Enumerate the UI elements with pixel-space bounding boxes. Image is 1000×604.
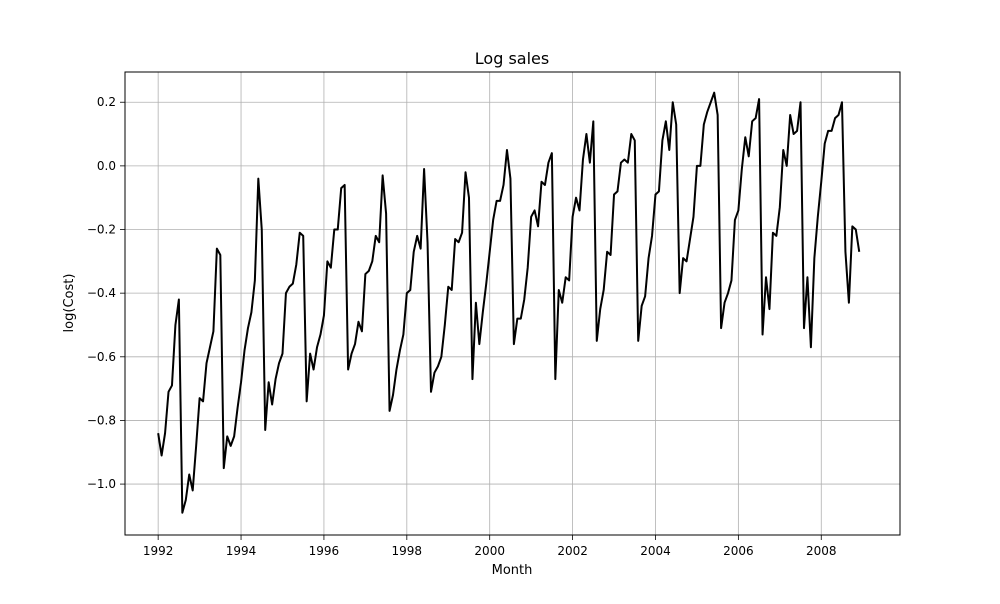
y-tick-label: −0.8: [87, 413, 116, 427]
x-axis: 1992 1994 1996 1998 2000 2002 2004 2006 2008: [143, 535, 837, 558]
x-tick-label: 2008: [806, 544, 837, 558]
grid: [125, 72, 900, 535]
x-tick-label: 1994: [226, 544, 257, 558]
x-tick-label: 2006: [723, 544, 754, 558]
y-tick-label: −0.2: [87, 223, 116, 237]
y-tick-label: 0.0: [97, 159, 116, 173]
y-axis: −1.0 −0.8 −0.6 −0.4 −0.2 0.0 0.2: [87, 95, 125, 491]
plot-area-frame: [124, 71, 901, 536]
x-tick-label: 2004: [640, 544, 671, 558]
y-tick-label: 0.2: [97, 95, 116, 109]
x-tick-label: 1992: [143, 544, 174, 558]
y-tick-label: −0.4: [87, 286, 116, 300]
y-axis-label: log(Cost): [62, 274, 77, 333]
x-tick-label: 2000: [474, 544, 505, 558]
x-tick-label: 1996: [309, 544, 340, 558]
y-tick-label: −0.6: [87, 350, 116, 364]
x-tick-label: 1998: [392, 544, 423, 558]
series-line: [157, 91, 861, 514]
chart-title: Log sales: [475, 49, 549, 68]
x-axis-label: Month: [492, 563, 533, 578]
y-tick-label: −1.0: [87, 477, 116, 491]
x-tick-label: 2002: [557, 544, 588, 558]
series-layer: [157, 91, 861, 514]
